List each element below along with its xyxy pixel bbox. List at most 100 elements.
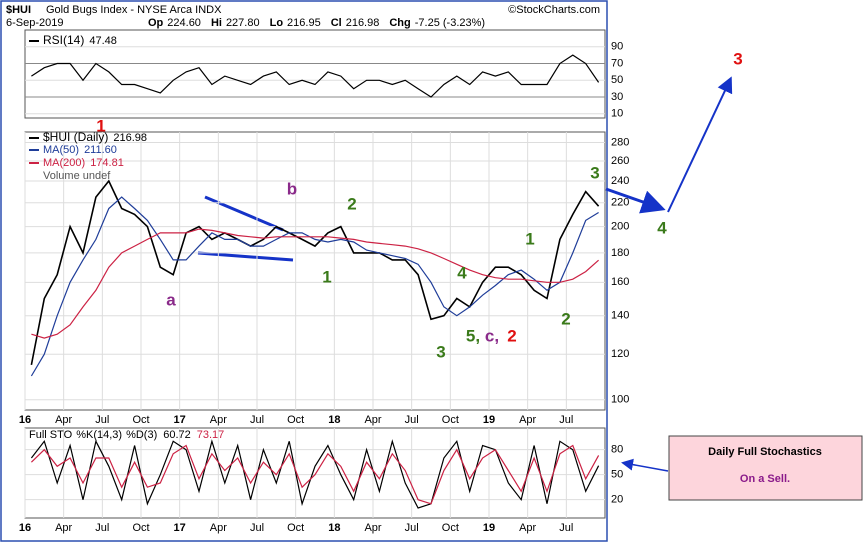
y-tick-label: 200	[611, 220, 629, 232]
legend: RSI(14) 47.48	[43, 33, 117, 47]
legend-value: 216.98	[113, 132, 147, 144]
wave-label: 1	[322, 267, 331, 286]
wave-label: c,	[485, 326, 499, 345]
x-tick-label: Apr	[55, 522, 72, 534]
legend: MA(50) 211.60	[43, 144, 117, 156]
header: $HUI Gold Bugs Index - NYSE Arca INDX ©S…	[6, 4, 600, 29]
wave-label: 4	[657, 218, 667, 237]
x-tick-label: 16	[19, 414, 31, 426]
legend-value: 60.72	[163, 429, 191, 441]
y-tick-label: 90	[611, 41, 623, 53]
x-tick-label: Jul	[559, 414, 573, 426]
quote-label: Lo	[270, 17, 284, 29]
legend-name: %K(14,3)	[76, 429, 122, 441]
date: 6-Sep-2019	[6, 17, 64, 29]
y-tick-label: 180	[611, 247, 629, 259]
legend: MA(200) 174.81	[43, 157, 124, 169]
wave-label: 2	[561, 309, 570, 328]
x-tick-label: Oct	[442, 522, 459, 534]
legend-note: Volume undef	[43, 170, 111, 182]
y-tick-label: 20	[611, 494, 623, 506]
legend-name: %D(3)	[126, 429, 157, 441]
x-tick-label: Apr	[519, 414, 536, 426]
x-tick-label: Jul	[250, 414, 264, 426]
x-tick-label: Apr	[55, 414, 72, 426]
quote-label: Op	[148, 17, 164, 29]
y-tick-label: 220	[611, 197, 629, 209]
y-tick-label: 50	[611, 469, 623, 481]
x-tick-label: Oct	[287, 522, 304, 534]
wave-label: b	[287, 179, 297, 198]
x-tick-label: Jul	[559, 522, 573, 534]
x-tick-label: Jul	[405, 522, 419, 534]
quote-label: Cl	[331, 17, 342, 29]
series-line	[31, 228, 599, 339]
quote-value: 227.80	[226, 17, 260, 29]
y-tick-label: 160	[611, 276, 629, 288]
arrow	[621, 458, 669, 472]
y-tick-label: 10	[611, 108, 623, 120]
y-tick-label: 70	[611, 57, 623, 69]
legend-title: Full STO	[29, 429, 73, 441]
callout-box	[668, 435, 863, 501]
legend-value: 47.48	[89, 35, 117, 47]
legend-name: $HUI (Daily)	[43, 130, 108, 144]
legend-name: RSI(14)	[43, 33, 84, 47]
y-tick-label: 100	[611, 394, 629, 406]
quote-value: -7.25 (-3.23%)	[415, 17, 485, 29]
wave-label: a	[166, 290, 176, 309]
wave-label: 3	[436, 342, 445, 361]
x-tick-label: 16	[19, 522, 31, 534]
wave-label: 3	[590, 163, 599, 182]
x-tick-label: Apr	[364, 414, 381, 426]
x-tick-label: Jul	[250, 522, 264, 534]
quote-value: 216.95	[287, 17, 321, 29]
y-tick-label: 50	[611, 74, 623, 86]
y-tick-label: 80	[611, 444, 623, 456]
wave-label: 1	[525, 229, 534, 248]
legend-value: 73.17	[197, 429, 225, 441]
series-line	[31, 54, 600, 98]
x-tick-label: 18	[328, 522, 340, 534]
y-tick-label: 140	[611, 310, 629, 322]
callout-title: Daily Full Stochastics	[708, 446, 822, 458]
x-tick-label: 19	[483, 522, 495, 534]
y-tick-label: 30	[611, 91, 623, 103]
copyright: ©StockCharts.com	[508, 4, 600, 16]
x-tick-label: Jul	[95, 414, 109, 426]
legend: $HUI (Daily) 216.98	[43, 130, 147, 144]
wave-label: 4	[457, 263, 467, 282]
series-line	[30, 179, 600, 366]
quote-label: Chg	[389, 17, 410, 29]
series-line	[30, 439, 600, 509]
quote-label: Hi	[211, 17, 222, 29]
arrow	[667, 76, 733, 213]
y-tick-label: 120	[611, 348, 629, 360]
wave-label: 2	[347, 194, 356, 213]
legend-value: 211.60	[84, 144, 117, 156]
x-tick-label: Oct	[442, 414, 459, 426]
x-tick-label: Jul	[405, 414, 419, 426]
wave-label: 3	[733, 49, 742, 68]
wave-label: 5,	[466, 326, 480, 345]
x-tick-label: Apr	[364, 522, 381, 534]
quote: Op 224.60 Hi 227.80 Lo 216.95 Cl 216.98 Chg -7.25…	[148, 17, 485, 29]
legend-name: MA(200)	[43, 157, 85, 169]
x-tick-label: 19	[483, 414, 495, 426]
y-tick-label: 260	[611, 155, 629, 167]
x-tick-label: Apr	[210, 414, 227, 426]
series-line	[30, 444, 600, 505]
callout-text: On a Sell.	[740, 473, 790, 485]
x-tick-label: Oct	[132, 522, 149, 534]
arrow	[605, 187, 666, 214]
x-tick-label: Oct	[287, 414, 304, 426]
y-tick-label: 240	[611, 175, 629, 187]
rsi-panel	[24, 29, 606, 119]
y-tick-label: 280	[611, 136, 629, 148]
x-tick-label: 17	[174, 522, 186, 534]
legend-name: MA(50)	[43, 144, 79, 156]
x-tick-label: Apr	[519, 522, 536, 534]
wave-label: 1	[96, 116, 105, 135]
x-tick-label: 18	[328, 414, 340, 426]
